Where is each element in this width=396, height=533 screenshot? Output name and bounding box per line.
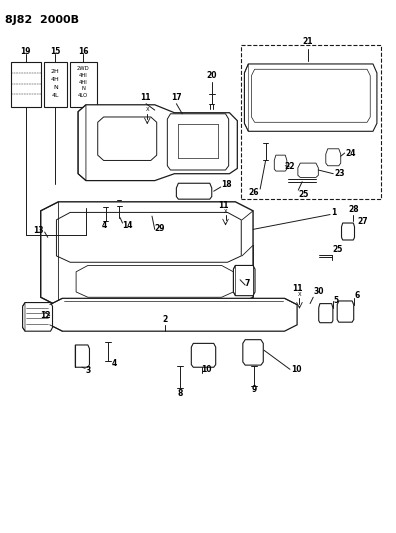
Polygon shape <box>244 64 377 131</box>
Text: 10: 10 <box>202 366 212 374</box>
Text: X: X <box>224 209 227 214</box>
Text: 3: 3 <box>86 366 91 375</box>
Polygon shape <box>319 304 333 322</box>
Polygon shape <box>191 343 216 367</box>
Text: X: X <box>298 292 301 297</box>
Text: 17: 17 <box>171 93 182 102</box>
Text: 23: 23 <box>335 169 345 178</box>
Text: 9: 9 <box>251 385 257 394</box>
Text: N: N <box>53 85 58 90</box>
Bar <box>44 62 67 108</box>
Text: 11: 11 <box>218 201 229 210</box>
Polygon shape <box>243 340 263 365</box>
Text: 18: 18 <box>222 180 232 189</box>
Text: 13: 13 <box>33 226 44 235</box>
Text: 25: 25 <box>333 245 343 254</box>
Text: 12: 12 <box>40 311 51 320</box>
Text: 20: 20 <box>206 71 217 80</box>
Polygon shape <box>176 183 212 199</box>
Text: 19: 19 <box>21 47 31 56</box>
Text: 28: 28 <box>348 205 359 214</box>
Text: 22: 22 <box>284 163 295 171</box>
Text: 24: 24 <box>345 149 356 158</box>
Text: 7: 7 <box>244 279 250 288</box>
Text: 11: 11 <box>293 284 303 293</box>
Bar <box>11 62 41 108</box>
Text: 10: 10 <box>291 365 302 374</box>
Bar <box>241 45 381 199</box>
Text: 6: 6 <box>354 291 360 300</box>
Polygon shape <box>75 345 89 367</box>
Text: 29: 29 <box>155 224 165 233</box>
Bar <box>70 62 97 108</box>
Text: 2H: 2H <box>51 69 60 74</box>
Polygon shape <box>337 301 354 322</box>
Text: 4H: 4H <box>51 77 60 83</box>
Polygon shape <box>23 303 53 331</box>
Text: 16: 16 <box>78 47 88 56</box>
Text: N: N <box>81 86 85 91</box>
Polygon shape <box>41 202 253 306</box>
Text: 15: 15 <box>50 47 61 56</box>
Polygon shape <box>341 223 354 240</box>
Polygon shape <box>50 298 297 331</box>
Polygon shape <box>127 207 153 223</box>
Polygon shape <box>78 105 237 181</box>
Text: 11: 11 <box>140 93 150 102</box>
Text: 4: 4 <box>102 221 107 230</box>
Text: 27: 27 <box>357 217 368 226</box>
Text: 8: 8 <box>178 389 183 398</box>
Polygon shape <box>233 265 255 296</box>
Text: 8J82  2000B: 8J82 2000B <box>5 14 79 25</box>
Text: 5: 5 <box>334 296 339 305</box>
Text: 4LO: 4LO <box>78 93 88 98</box>
Text: 4HI: 4HI <box>79 73 88 78</box>
Text: 26: 26 <box>248 188 259 197</box>
Text: 4HI: 4HI <box>79 80 88 85</box>
Text: X: X <box>145 107 149 112</box>
Text: 1: 1 <box>331 208 336 217</box>
Text: 4L: 4L <box>51 93 59 98</box>
Text: 2: 2 <box>162 315 167 324</box>
Text: 25: 25 <box>298 190 308 199</box>
Polygon shape <box>49 229 73 246</box>
Text: 30: 30 <box>314 287 324 296</box>
Text: 14: 14 <box>122 221 133 230</box>
Text: 4: 4 <box>112 359 117 368</box>
Text: 21: 21 <box>303 37 313 46</box>
Text: 2WD: 2WD <box>77 66 89 71</box>
